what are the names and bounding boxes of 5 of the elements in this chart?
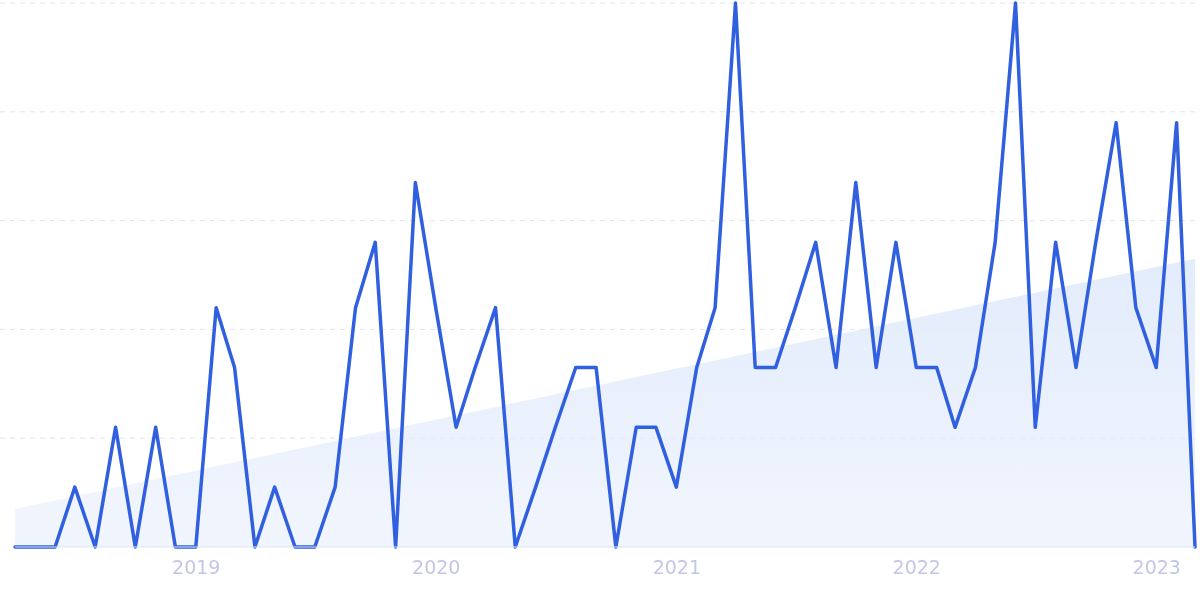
x-tick-label: 2020: [412, 556, 461, 579]
x-tick-label: 2023: [1132, 556, 1181, 579]
x-tick-label: 2021: [652, 556, 702, 579]
x-tick-label: 2022: [892, 556, 941, 579]
x-tick-label: 2019: [172, 556, 221, 579]
